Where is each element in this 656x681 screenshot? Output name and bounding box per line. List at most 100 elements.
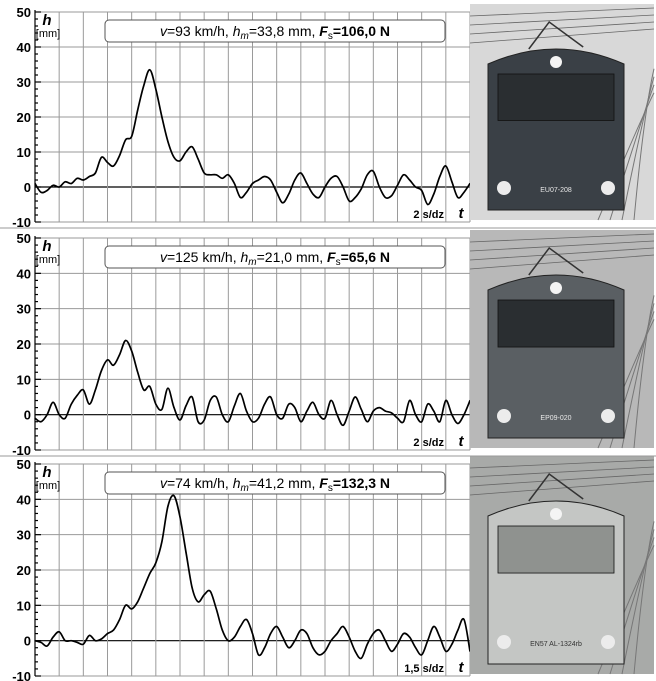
data-point: [294, 179, 296, 181]
data-point: [257, 179, 260, 181]
data-point: [34, 417, 36, 419]
data-point: [64, 640, 66, 642]
data-point: [409, 179, 411, 181]
data-point: [415, 186, 417, 188]
data-point: [137, 601, 139, 603]
data-point: [106, 633, 109, 635]
rail: [633, 295, 655, 449]
fs-sub: s: [336, 257, 341, 268]
data-point: [70, 182, 72, 185]
data-point: [82, 179, 84, 181]
data-point: [409, 636, 411, 638]
data-point: [100, 156, 103, 158]
data-point: [161, 541, 163, 543]
data-point: [264, 403, 266, 405]
y-tick-label: 40: [17, 40, 31, 55]
data-point: [282, 202, 284, 204]
data-point: [415, 647, 417, 649]
train-photo-3: EN57 AL-1324rb: [469, 456, 655, 675]
time-scale-label: 2 s/dz: [413, 437, 444, 449]
data-point: [58, 631, 60, 633]
y-tick-label: 10: [17, 598, 31, 613]
v-value: =74 km/h,: [167, 475, 233, 491]
data-point: [366, 643, 368, 645]
data-point: [445, 165, 447, 167]
catenary-wire: [469, 466, 655, 478]
y-tick-label: 30: [17, 528, 31, 543]
data-point: [179, 160, 181, 162]
data-point: [245, 410, 248, 412]
data-point: [312, 647, 314, 649]
data-point: [330, 399, 332, 402]
data-point: [131, 135, 133, 137]
data-point: [306, 633, 308, 635]
windshield: [497, 525, 615, 574]
data-point: [445, 650, 447, 652]
data-point: [330, 177, 332, 179]
y-tick-label: 30: [17, 302, 31, 317]
data-point: [209, 399, 211, 402]
data-point: [402, 633, 405, 635]
data-point: [276, 191, 278, 193]
info-text: v=93 km/h, hm=33,8 mm, Fs=106,0 N: [160, 23, 390, 42]
data-point: [239, 196, 241, 199]
data-point: [197, 421, 199, 423]
y-tick-label: -10: [12, 669, 31, 681]
data-point: [378, 407, 380, 409]
data-point: [221, 177, 223, 179]
data-point: [433, 410, 435, 412]
data-point: [94, 389, 96, 391]
data-point: [185, 405, 187, 407]
data-point: [270, 633, 272, 635]
data-point: [324, 186, 326, 188]
rail: [621, 303, 655, 449]
y-tick-label: 0: [24, 180, 31, 195]
fs-value: =132,3 N: [333, 475, 390, 491]
data-point: [173, 156, 175, 158]
data-point: [227, 421, 229, 423]
catenary-wire: [469, 254, 655, 270]
data-point: [288, 193, 290, 195]
data-point: [179, 516, 181, 518]
data-point: [360, 188, 362, 190]
time-scale-label: 1,5 s/dz: [404, 663, 444, 675]
data-point: [34, 640, 36, 642]
data-point: [239, 392, 241, 395]
y-tick-label: 50: [17, 5, 31, 20]
catenary-wire: [469, 21, 655, 35]
data-point: [318, 654, 320, 656]
data-point: [463, 191, 465, 193]
y-axis-unit: [mm]: [36, 28, 60, 40]
x-axis-label: t: [459, 205, 465, 222]
data-point: [318, 196, 320, 199]
data-point: [149, 69, 151, 71]
data-point: [209, 174, 211, 176]
data-point: [348, 636, 350, 638]
data-point: [282, 417, 284, 419]
data-point: [52, 636, 54, 638]
data-point: [88, 403, 90, 405]
data-point: [119, 154, 121, 157]
data-point: [251, 182, 254, 185]
data-point: [324, 650, 326, 652]
data-point: [251, 633, 254, 635]
data-point: [439, 175, 441, 178]
data-point: [415, 414, 417, 416]
data-point: [173, 495, 175, 497]
data-point: [427, 640, 429, 642]
headlight: [497, 409, 511, 423]
data-point: [40, 421, 42, 423]
data-point: [451, 643, 453, 645]
data-point: [191, 587, 193, 589]
number-plate: EU07-208: [540, 187, 572, 194]
data-point: [402, 174, 405, 176]
data-point: [143, 587, 145, 589]
data-point: [276, 414, 278, 416]
data-point: [167, 505, 169, 507]
headlight: [550, 508, 562, 520]
y-axis-unit: [mm]: [36, 254, 60, 266]
data-point: [119, 618, 121, 621]
data-point: [330, 640, 332, 642]
data-point: [384, 640, 386, 642]
data-point: [336, 633, 338, 635]
